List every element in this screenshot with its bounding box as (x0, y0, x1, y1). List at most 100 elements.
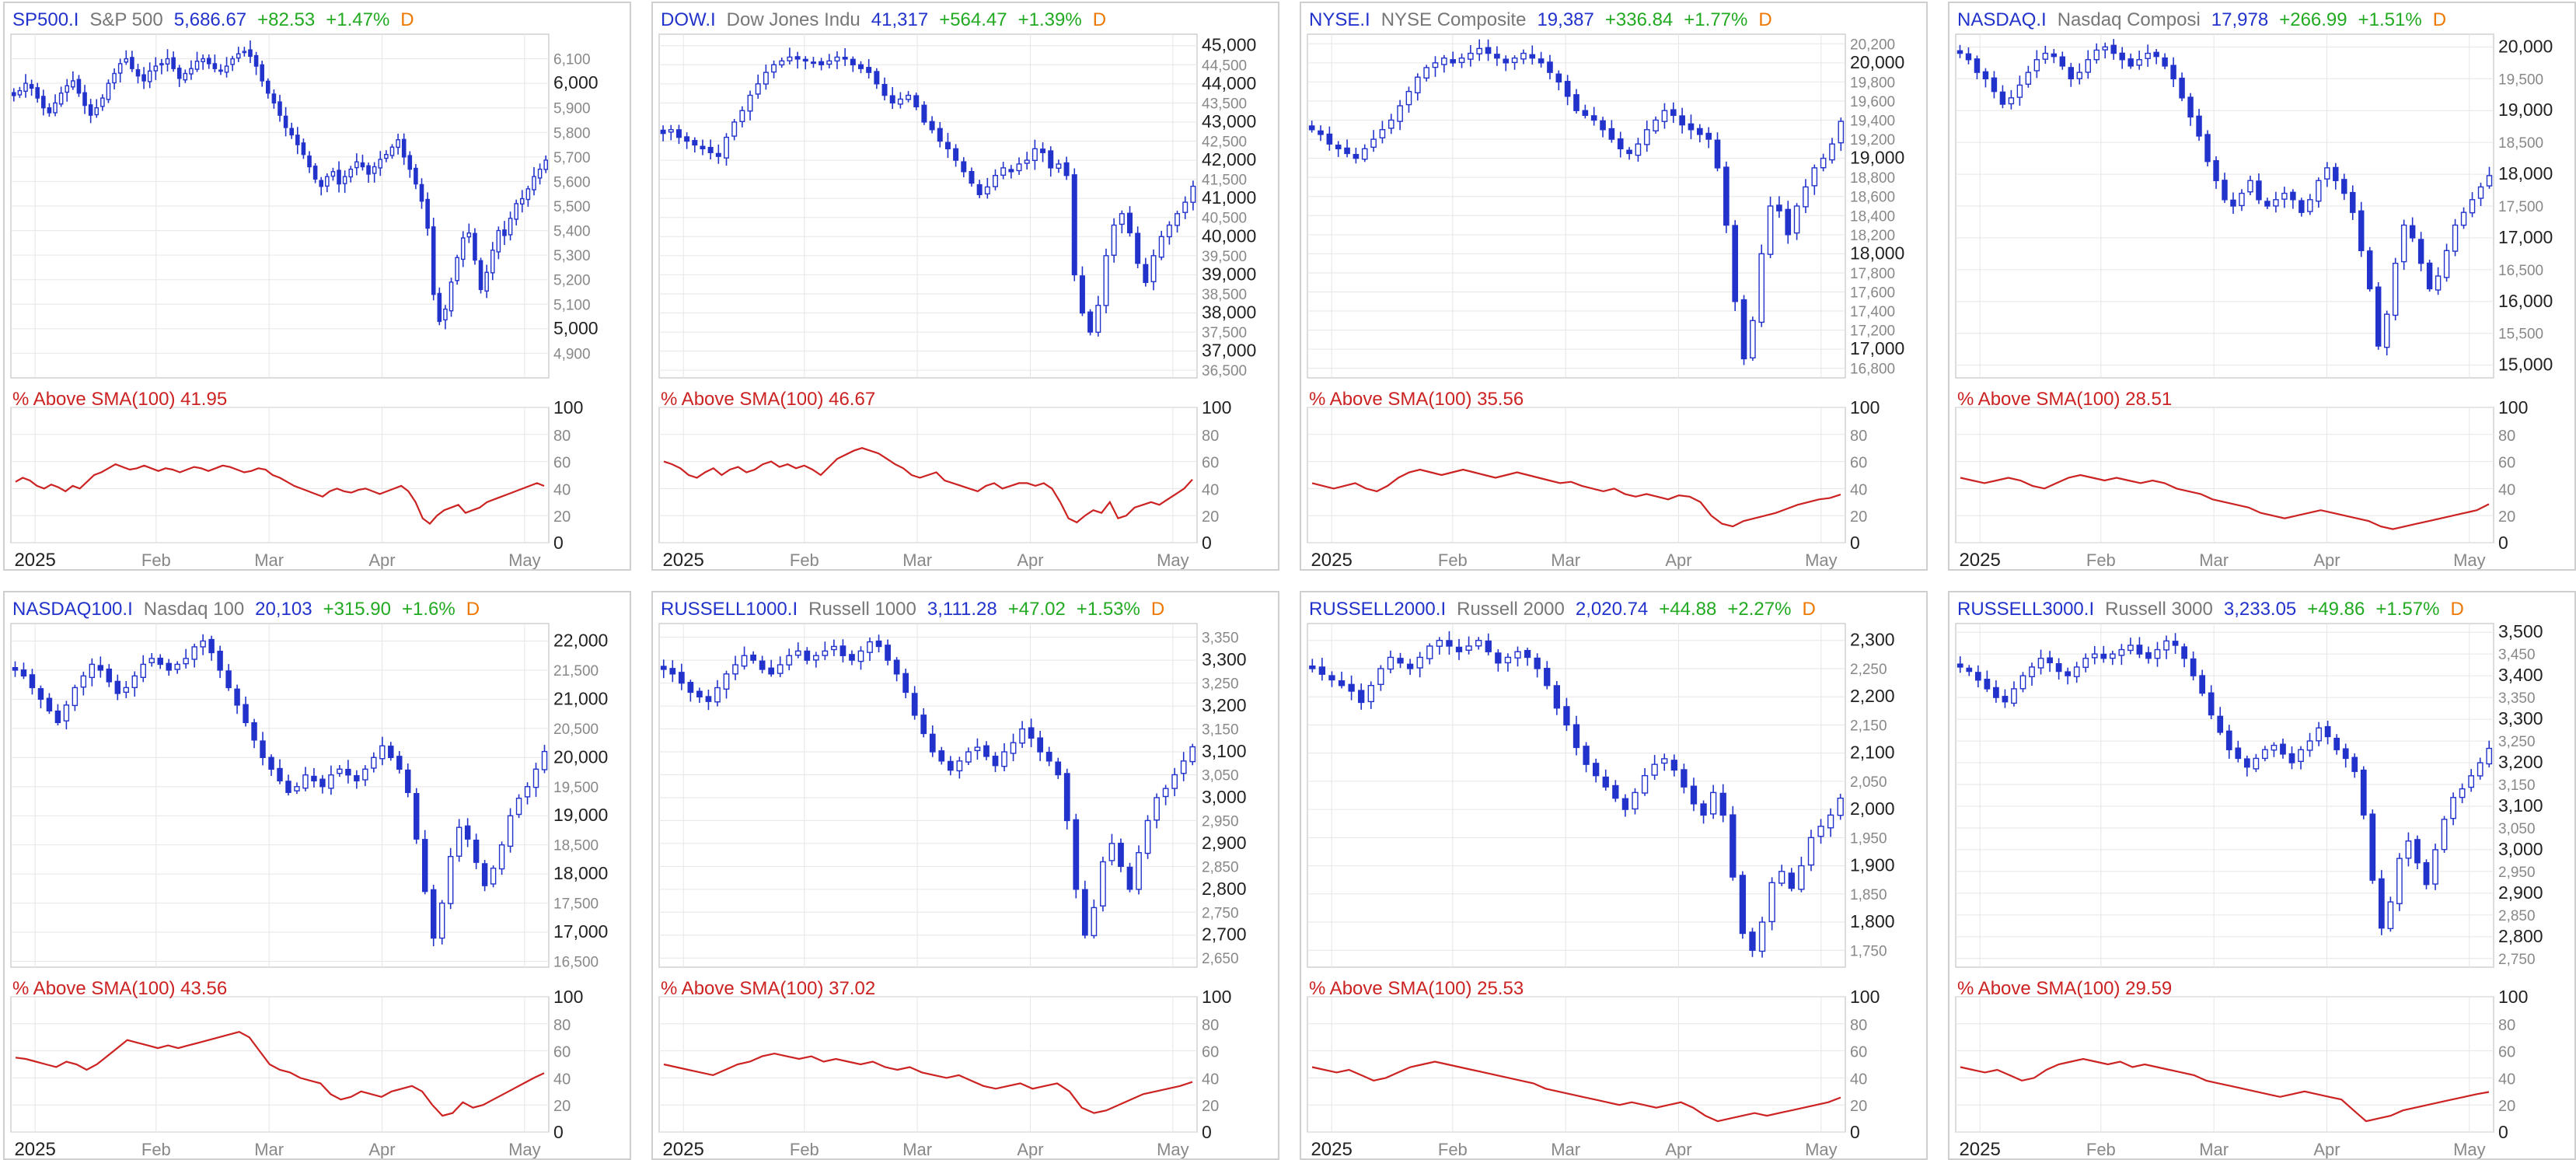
price-candle (12, 661, 19, 677)
indicator-title: % Above SMA(100) 43.56 (12, 978, 228, 999)
price-candle (2008, 89, 2015, 110)
index-name: Russell 2000 (1457, 599, 1565, 620)
chart-panel[interactable]: NYSE.I NYSE Composite 19,387 +336.84 +1.77% D… (1300, 2, 1928, 571)
price-candle (1154, 793, 1160, 829)
frequency-label[interactable]: D (1758, 9, 1772, 30)
symbol-label[interactable]: NYSE.I (1309, 9, 1370, 30)
price-tick-label: 2,650 (1202, 951, 1239, 967)
price-candle (1749, 928, 1756, 957)
price-tick-label: 20,000 (2498, 36, 2553, 56)
price-candle (295, 127, 300, 155)
chart-panel[interactable]: RUSSELL3000.I Russell 3000 3,233.05 +49.86 +… (1948, 591, 2576, 1160)
symbol-label[interactable]: RUSSELL1000.I (661, 599, 798, 620)
price-candle (1956, 656, 1963, 673)
indicator-tick-label: 60 (2498, 455, 2515, 472)
chart-panel[interactable]: SP500.I S&P 500 5,686.67 +82.53 +1.47% D 6,100… (3, 2, 631, 571)
price-candle (311, 767, 317, 788)
frequency-label[interactable]: D (2450, 599, 2464, 620)
price-candle (755, 74, 761, 100)
month-label: 2025 (1311, 1139, 1352, 1160)
price-change: +315.90 (323, 599, 391, 620)
price-candle (1458, 53, 1465, 68)
symbol-label[interactable]: NASDAQ.I (1957, 9, 2047, 30)
price-tick-label: 2,200 (1850, 686, 1895, 706)
price-candle (881, 77, 888, 101)
price-candle (1621, 794, 1629, 817)
price-candle (2230, 192, 2236, 214)
price-candle (1091, 899, 1098, 939)
frequency-label[interactable]: D (466, 599, 480, 620)
price-candle (2316, 722, 2322, 746)
price-tick-label: 20,200 (1850, 37, 1895, 53)
price-candle (1143, 257, 1149, 287)
price-candle (804, 647, 811, 665)
month-label: Apr (1017, 1140, 1043, 1159)
frequency-label[interactable]: D (400, 9, 414, 30)
price-candle (2042, 45, 2049, 65)
frequency-label[interactable]: D (1802, 599, 1816, 620)
last-price: 5,686.67 (173, 9, 247, 30)
price-candle (741, 646, 748, 670)
panel-header: NASDAQ.I Nasdaq Composi 17,978 +266.99 +1.51… (1957, 6, 2457, 34)
symbol-label[interactable]: RUSSELL2000.I (1309, 599, 1447, 620)
price-candle (2417, 232, 2424, 271)
price-candle (2306, 732, 2313, 757)
indicator-tick-label: 100 (1202, 397, 1231, 418)
price-tick-label: 3,150 (1202, 722, 1239, 739)
price-candle (2477, 757, 2484, 780)
percent-change: +1.57% (2375, 599, 2440, 620)
symbol-label[interactable]: NASDAQ100.I (12, 599, 133, 620)
percent-change: +1.39% (1017, 9, 1082, 30)
frequency-label[interactable]: D (2432, 9, 2447, 30)
price-candle (1397, 100, 1403, 131)
price-candle (826, 54, 832, 68)
price-candle (337, 764, 343, 777)
price-tick-label: 5,000 (553, 318, 599, 338)
percent-change: +1.47% (326, 9, 390, 30)
indicator-title: % Above SMA(100) 46.67 (661, 389, 876, 410)
frequency-label[interactable]: D (1092, 9, 1107, 30)
price-candle (1803, 179, 1809, 214)
price-candle (176, 65, 182, 87)
indicator-plot-area (1955, 996, 2494, 1133)
price-tick-label: 21,000 (553, 688, 608, 708)
symbol-label[interactable]: SP500.I (12, 9, 79, 30)
price-candle (1974, 55, 1981, 79)
price-candle (1150, 249, 1157, 291)
frequency-label[interactable]: D (1150, 599, 1165, 620)
price-candle (2047, 651, 2053, 673)
percent-change: +1.53% (1076, 599, 1140, 620)
price-tick-label: 18,800 (1850, 170, 1895, 187)
price-candle (1370, 130, 1377, 152)
chart-panel[interactable]: RUSSELL1000.I Russell 1000 3,111.28 +47.02 +… (651, 591, 1279, 1160)
price-candle (921, 101, 927, 125)
price-tick-label: 2,900 (1202, 833, 1247, 853)
price-tick-label: 2,300 (1850, 630, 1895, 650)
chart-panel[interactable]: RUSSELL2000.I Russell 2000 2,020.74 +44.88 +… (1300, 591, 1928, 1160)
price-candle (447, 847, 454, 910)
price-candle (1593, 758, 1600, 783)
price-candle (867, 637, 873, 662)
price-candle (2450, 792, 2456, 826)
price-candle (732, 655, 738, 680)
price-candle (1446, 631, 1453, 655)
price-candle (1465, 636, 1472, 655)
price-candle (1511, 55, 1518, 70)
month-label: Mar (254, 550, 284, 570)
price-candle (29, 79, 34, 96)
price-candle (407, 151, 413, 178)
price-candle (715, 144, 721, 164)
price-candle (354, 153, 359, 176)
price-tick-label: 38,500 (1202, 287, 1247, 303)
price-candle (1723, 161, 1730, 233)
chart-panel[interactable]: NASDAQ.I Nasdaq Composi 17,978 +266.99 +1.51… (1948, 2, 2576, 571)
price-candle (2253, 753, 2260, 773)
symbol-label[interactable]: RUSSELL3000.I (1957, 599, 2095, 620)
price-candle (1553, 681, 1560, 715)
price-candle (1436, 637, 1443, 655)
chart-panel[interactable]: NASDAQ100.I Nasdaq 100 20,103 +315.90 +1.6% D… (3, 591, 631, 1160)
price-candle (260, 732, 266, 766)
chart-panel[interactable]: DOW.I Dow Jones Indu 41,317 +564.47 +1.39% D 4… (651, 2, 1279, 571)
price-candle (159, 58, 164, 75)
symbol-label[interactable]: DOW.I (661, 9, 716, 30)
